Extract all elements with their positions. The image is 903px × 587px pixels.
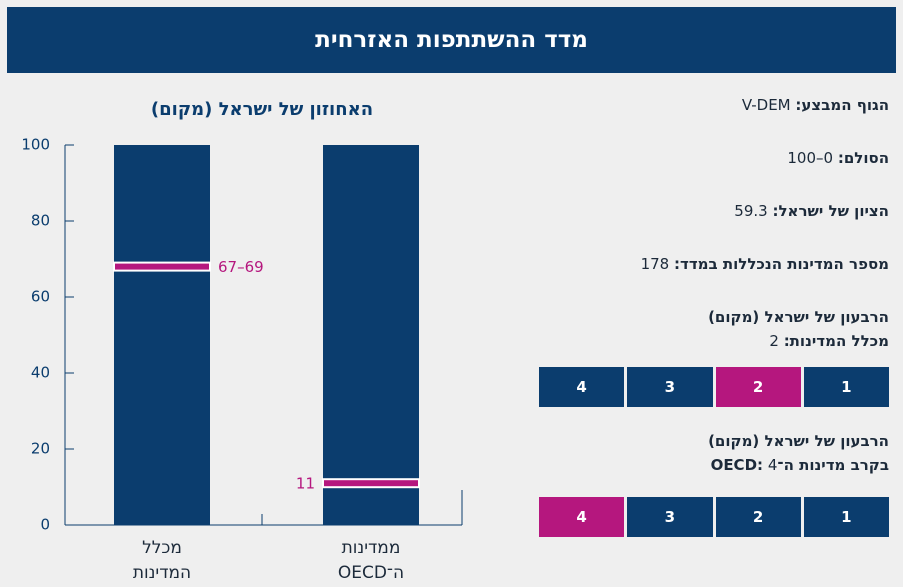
y-tick-label: 80 [31, 212, 50, 230]
quartile-title: הרבעון של ישראל (מקום) [708, 308, 889, 326]
quartile-value: 4 [767, 456, 778, 474]
fact-label: מספר המדינות הנכללות במדד: [674, 255, 889, 273]
quartile-box: 3 [627, 367, 713, 407]
value-label: 67–69 [218, 258, 264, 276]
quartile-box: 2 [715, 497, 801, 537]
quartile-row: מכלל המדינות: 2 [769, 332, 889, 350]
fact-label: הגוף המבצע: [795, 96, 889, 114]
y-tick-label: 100 [21, 136, 50, 154]
bar [114, 145, 210, 525]
quartile-box: 3 [627, 497, 713, 537]
percentile-band [113, 261, 211, 272]
quartile-label: מכלל המדינות: [783, 332, 889, 350]
fact-label: הסולם: [837, 149, 889, 167]
fact-value: 59.3 [734, 202, 768, 220]
quartile-box: 4 [539, 497, 625, 537]
chart: האחוזון של ישראל (מקום) 0 20 40 60 80 100 67–6… [21, 99, 463, 583]
x-tick-label: ממדינות [342, 538, 401, 558]
y-tick-label: 0 [40, 516, 50, 534]
x-tick-label: המדינות [133, 563, 191, 583]
quartile-box: 1 [803, 367, 889, 407]
fact-label: הציון של ישראל: [772, 202, 889, 220]
fact-row: הציון של ישראל: 59.3 [734, 202, 889, 220]
x-tick-label: ה־OECD [338, 563, 404, 583]
quartile-box: 1 [803, 497, 889, 537]
fact-value: V-DEM [741, 96, 791, 114]
value-label: 11 [296, 475, 315, 493]
y-tick-label: 60 [31, 288, 50, 306]
fact-value: 0–100 [787, 149, 834, 167]
y-tick-label: 20 [31, 440, 50, 458]
fact-row: מספר המדינות הנכללות במדד: 178 [641, 255, 889, 273]
y-tick-label: 40 [31, 364, 50, 382]
chart-title: האחוזון של ישראל (מקום) [151, 99, 373, 120]
header-title: מדד ההשתתפות האזרחית [7, 7, 896, 73]
percentile-band [322, 478, 420, 489]
x-tick-label: מכלל [142, 538, 182, 558]
quartile-row: בקרב מדינות ה־OECD: 4 [711, 456, 889, 474]
bar [323, 145, 419, 525]
fact-row: הסולם: 0–100 [787, 149, 889, 167]
quartile-title: הרבעון של ישראל (מקום) [708, 432, 889, 450]
quartile-box: 2 [715, 367, 801, 407]
quartile-box: 4 [539, 367, 625, 407]
fact-row: הגוף המבצע: V-DEM [742, 96, 889, 114]
fact-value: 178 [640, 255, 670, 273]
quartile-value: 2 [769, 332, 779, 350]
quartile-label: בקרב מדינות ה־OECD: [710, 456, 889, 474]
